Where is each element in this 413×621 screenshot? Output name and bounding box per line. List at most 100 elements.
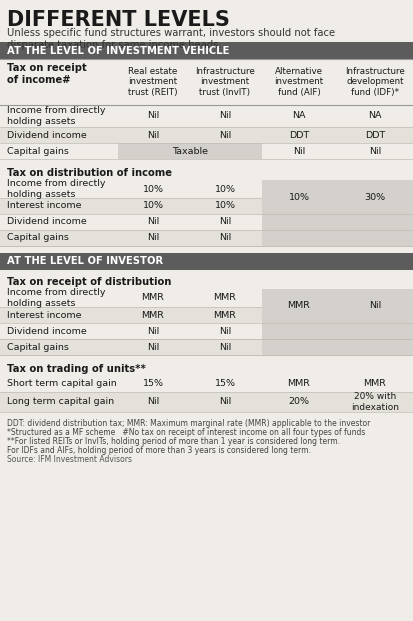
Bar [261, 230, 335, 246]
Text: Tax on trading of units**: Tax on trading of units** [7, 364, 145, 374]
Bar [0, 105, 413, 127]
Bar [261, 306, 413, 307]
Text: 15%: 15% [214, 379, 235, 389]
Bar [0, 323, 413, 339]
Text: MMR: MMR [213, 310, 236, 319]
Text: AT THE LEVEL OF INVESTMENT VEHICLE: AT THE LEVEL OF INVESTMENT VEHICLE [7, 45, 229, 55]
Bar [261, 180, 335, 214]
Bar [335, 289, 413, 323]
Bar [0, 412, 413, 417]
Text: DDT: DDT [288, 130, 309, 140]
Bar [0, 246, 413, 253]
Bar [335, 339, 413, 355]
Text: *Structured as a MF scheme   #No tax on receipt of interest income on all four t: *Structured as a MF scheme #No tax on re… [7, 428, 365, 437]
Text: 15%: 15% [142, 379, 163, 389]
Text: Income from directly
holding assets: Income from directly holding assets [7, 106, 105, 125]
Text: Nil: Nil [218, 112, 230, 120]
Bar [261, 289, 335, 323]
Text: Interest income: Interest income [7, 310, 81, 319]
Bar [335, 180, 413, 214]
Text: **For listed REITs or InvITs, holding period of more than 1 year is considered l: **For listed REITs or InvITs, holding pe… [7, 437, 339, 446]
Bar [261, 230, 335, 246]
Bar [261, 198, 335, 214]
Text: Nil: Nil [218, 397, 230, 407]
Text: MMR: MMR [363, 379, 385, 389]
Text: For IDFs and AIFs, holding period of more than 3 years is considered long term.: For IDFs and AIFs, holding period of mor… [7, 446, 310, 455]
Bar [261, 214, 335, 230]
Bar [335, 180, 413, 198]
Text: AT THE LEVEL OF INVESTOR: AT THE LEVEL OF INVESTOR [7, 256, 163, 266]
Bar [0, 376, 413, 392]
Bar [335, 323, 413, 339]
Bar [0, 362, 413, 376]
Text: NA: NA [367, 112, 381, 120]
Text: Nil: Nil [368, 147, 380, 155]
Bar [0, 59, 413, 105]
Bar [0, 214, 413, 230]
Text: Nil: Nil [147, 397, 159, 407]
Text: Dividend income: Dividend income [7, 217, 87, 227]
Text: MMR: MMR [287, 379, 310, 389]
Bar [0, 270, 413, 275]
Bar [261, 323, 335, 339]
Text: DIFFERENT LEVELS: DIFFERENT LEVELS [7, 10, 229, 30]
Bar [0, 42, 413, 59]
Bar [118, 143, 261, 159]
Bar [0, 355, 413, 362]
Text: Infrastructure
development
fund (IDF)*: Infrastructure development fund (IDF)* [344, 66, 404, 97]
Text: Nil: Nil [218, 233, 230, 242]
Text: Nil: Nil [368, 302, 380, 310]
Text: Capital gains: Capital gains [7, 343, 69, 351]
Text: Interest income: Interest income [7, 201, 81, 211]
Text: Short term capital gain: Short term capital gain [7, 379, 116, 389]
Text: MMR: MMR [213, 294, 236, 302]
Text: Alternative
investment
fund (AIF): Alternative investment fund (AIF) [274, 66, 323, 97]
Bar [335, 339, 413, 355]
Text: 10%: 10% [214, 201, 235, 211]
Bar [335, 198, 413, 214]
Bar [0, 339, 413, 355]
Bar [0, 198, 413, 214]
Bar [261, 339, 335, 355]
Text: Nil: Nil [292, 147, 304, 155]
Text: 10%: 10% [214, 184, 235, 194]
Bar [0, 166, 413, 180]
Text: Nil: Nil [147, 343, 159, 351]
Text: NA: NA [292, 112, 305, 120]
Bar [261, 197, 413, 199]
Text: DDT: DDT [364, 130, 384, 140]
Bar [261, 289, 335, 307]
Text: DDT: dividend distribution tax; MMR: Maximum marginal rate (MMR) applicable to t: DDT: dividend distribution tax; MMR: Max… [7, 419, 370, 428]
Text: Nil: Nil [218, 327, 230, 335]
Text: Dividend income: Dividend income [7, 327, 87, 335]
Bar [335, 214, 413, 230]
Bar [261, 180, 335, 198]
Text: Capital gains: Capital gains [7, 233, 69, 242]
Bar [0, 0, 413, 42]
Text: Nil: Nil [147, 112, 159, 120]
Text: Taxable: Taxable [171, 147, 207, 155]
Text: 10%: 10% [288, 193, 309, 201]
Text: 10%: 10% [142, 201, 163, 211]
Bar [261, 307, 335, 323]
Bar [0, 143, 413, 159]
Text: Nil: Nil [147, 130, 159, 140]
Text: Real estate
investment
trust (REIT): Real estate investment trust (REIT) [128, 66, 177, 97]
Bar [335, 230, 413, 246]
Bar [261, 323, 335, 339]
Text: Dividend income: Dividend income [7, 130, 87, 140]
Text: Income from directly
holding assets: Income from directly holding assets [7, 179, 105, 199]
Bar [0, 127, 413, 143]
Text: 10%: 10% [142, 184, 163, 194]
Text: Nil: Nil [147, 327, 159, 335]
Text: Nil: Nil [147, 217, 159, 227]
Text: 20% with
indexation: 20% with indexation [350, 392, 398, 412]
Bar [335, 230, 413, 246]
Bar [0, 180, 413, 198]
Bar [0, 289, 413, 307]
Text: Infrastructure
investment
trust (InvIT): Infrastructure investment trust (InvIT) [195, 66, 254, 97]
Text: Unless specific fund structures warrant, investors should not face
disparate tax: Unless specific fund structures warrant,… [7, 28, 334, 50]
Bar [0, 253, 413, 270]
Bar [0, 159, 413, 166]
Text: Tax on receipt of distribution: Tax on receipt of distribution [7, 277, 171, 287]
